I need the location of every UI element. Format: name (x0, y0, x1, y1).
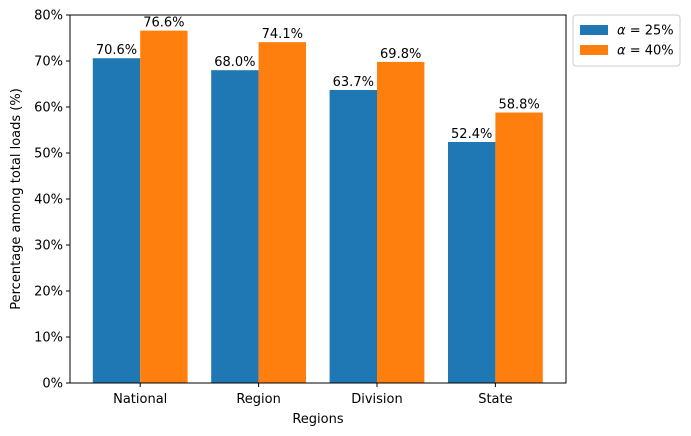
bar-data-label: 76.6% (143, 16, 184, 31)
x-tick-label: State (478, 392, 512, 407)
bar-data-label: 69.8% (380, 47, 421, 62)
y-tick-label: 40% (34, 193, 63, 208)
bar-data-label: 52.4% (451, 127, 492, 142)
legend-alpha-value: = 25% (626, 24, 674, 39)
bar-data-label: 70.6% (96, 43, 137, 58)
bar-alpha-40-region (258, 42, 306, 383)
legend-swatch (580, 45, 608, 55)
x-tick-label: National (113, 392, 167, 407)
bar-data-label: 68.0% (214, 55, 255, 70)
y-tick-label: 0% (42, 377, 63, 392)
bar-data-label: 74.1% (262, 27, 303, 42)
bar-alpha-40-division (377, 61, 425, 384)
legend: α = 25%α = 40% (572, 14, 681, 67)
x-axis: National Region Division State (113, 383, 513, 407)
y-tick-label: 70% (34, 55, 63, 70)
bar-alpha-25-division (329, 89, 377, 383)
legend-entry-label: α = 40% (617, 44, 674, 59)
bar-alpha-25-national (92, 58, 141, 384)
legend-swatch (580, 25, 608, 35)
bars-layer (92, 30, 543, 384)
y-tick-label: 30% (34, 239, 63, 254)
data-labels-layer: 70.6% 76.6% 68.0% 74.1% 63.7% 69.8% 52.4% 58.8% (96, 16, 540, 142)
legend-alpha-symbol: α (617, 24, 626, 39)
y-tick-label: 60% (34, 101, 63, 116)
y-axis: 0% 10% 20% 30% 40% 50% 60% 70% 80% (34, 9, 70, 392)
legend-alpha-symbol: α (617, 44, 626, 59)
x-axis-title: Regions (292, 412, 344, 427)
y-tick-label: 50% (34, 147, 63, 162)
bar-alpha-40-national (140, 30, 188, 383)
y-tick-label: 20% (34, 285, 63, 300)
y-tick-label: 80% (34, 9, 63, 24)
y-tick-label: 10% (34, 331, 63, 346)
legend-entry-label: α = 25% (617, 24, 674, 39)
legend-alpha-value: = 40% (626, 44, 674, 59)
bar-data-label: 63.7% (333, 75, 374, 90)
bar-alpha-25-state (448, 141, 496, 383)
x-tick-label: Division (351, 392, 403, 407)
y-axis-title: Percentage among total loads (%) (9, 88, 24, 310)
bar-data-label: 58.8% (498, 98, 539, 113)
bar-alpha-40-state (495, 112, 543, 384)
x-tick-label: Region (236, 392, 281, 407)
bar-alpha-25-region (211, 70, 259, 383)
